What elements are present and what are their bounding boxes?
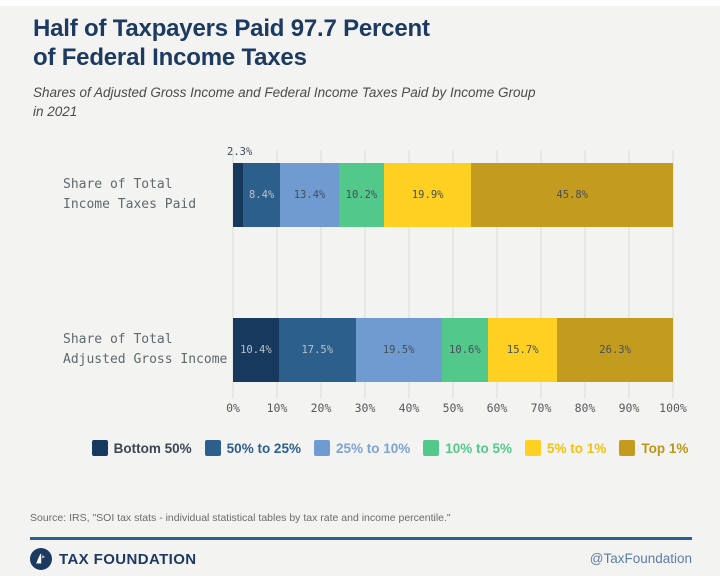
bar-segment: 45.8%	[471, 163, 673, 227]
bar-segment-label: 10.2%	[345, 189, 378, 201]
grid-line	[232, 150, 234, 398]
bar: 10.4% 17.5% 19.5% 10.6% 15.7% 26.3%	[233, 318, 673, 382]
legend-item: 10% to 5%	[423, 440, 512, 456]
bar-segment: 26.3%	[557, 318, 673, 382]
footer-divider	[30, 537, 692, 540]
brand: TAX FOUNDATION	[30, 548, 197, 570]
legend-swatch	[91, 440, 108, 456]
x-tick-label: 90%	[618, 401, 640, 415]
bar-segment-label: 26.3%	[599, 344, 631, 356]
legend-item: 25% to 10%	[313, 440, 411, 456]
twitter-handle: @TaxFoundation	[589, 551, 692, 566]
legend: Bottom 50% 50% to 25% 25% to 10% 10% to 5% 5…	[60, 440, 720, 456]
bar-segment: 10.2%	[339, 163, 384, 227]
legend-label: 5% to 1%	[547, 440, 607, 456]
bar-segment-label: 15.7%	[506, 344, 539, 356]
bar-segment-label: 10.6%	[449, 344, 481, 356]
bar-segment-label: 17.5%	[301, 344, 334, 356]
grid-line	[320, 150, 322, 398]
grid-line	[540, 150, 542, 398]
bar: 8.4% 13.4% 10.2% 19.9% 45.8%	[233, 163, 673, 227]
legend-swatch	[423, 440, 440, 456]
legend-label: 25% to 10%	[335, 440, 411, 456]
x-tick-label: 70%	[530, 401, 552, 415]
bar-segment: 13.4%	[280, 163, 340, 227]
chart-subtitle: Shares of Adjusted Gross Income and Fede…	[33, 85, 536, 119]
bar-segment: 10.6%	[441, 318, 489, 382]
bar-segment: 10.4%	[233, 318, 279, 382]
bar-segment-label: 13.4%	[293, 189, 326, 201]
grid-line	[584, 150, 586, 398]
legend-label: Top 1%	[641, 440, 689, 456]
x-tick-label: 80%	[574, 401, 596, 415]
legend-item: 50% to 25%	[204, 440, 301, 456]
legend-item: Top 1%	[619, 440, 688, 456]
grid-line	[364, 150, 366, 398]
legend-swatch	[525, 440, 542, 456]
top-border	[0, 0, 720, 6]
grid-line	[408, 150, 410, 398]
bar-segment-label: 45.8%	[556, 189, 588, 201]
legend-label: 10% to 5%	[445, 440, 513, 456]
chart-title: Half of Taxpayers Paid 97.7 Percent of F…	[33, 15, 430, 71]
bar-segment: 17.5%	[278, 318, 356, 382]
legend-label: 50% to 25%	[226, 440, 301, 456]
grid-line	[628, 150, 630, 398]
legend-label: Bottom 50%	[113, 440, 192, 456]
bar-segment-label: 19.9%	[411, 189, 444, 201]
legend-item: 5% to 1%	[525, 440, 606, 456]
brand-name: TAX FOUNDATION	[59, 550, 197, 568]
bar-segment: 8.4%	[243, 163, 281, 227]
legend-swatch	[619, 440, 636, 456]
grid-line	[672, 150, 674, 398]
bar-segment: 15.7%	[488, 318, 558, 382]
x-tick-label: 100%	[659, 401, 687, 415]
x-tick-label: 20%	[310, 401, 332, 415]
x-tick-label: 50%	[442, 401, 464, 415]
x-tick-label: 0%	[226, 401, 240, 415]
legend-swatch	[313, 440, 330, 456]
x-tick-label: 30%	[354, 401, 376, 415]
source-note: Source: IRS, "SOI tax stats - individual…	[30, 512, 451, 524]
x-tick-label: 40%	[398, 401, 420, 415]
grid-line	[276, 150, 278, 398]
legend-item: Bottom 50%	[91, 440, 192, 456]
bar-segment-label: 19.5%	[382, 344, 415, 356]
taxfoundation-logo-icon	[30, 548, 52, 570]
row-label: Share of Total Income Taxes Paid	[63, 177, 197, 212]
row-label: Share of Total Adjusted Gross Income	[63, 332, 228, 367]
grid-line	[496, 150, 498, 398]
bar-segment	[233, 163, 244, 227]
x-tick-label: 60%	[486, 401, 508, 415]
x-tick-label: 10%	[266, 401, 288, 415]
bar-segment: 19.9%	[383, 163, 472, 227]
legend-swatch	[204, 440, 221, 456]
bar-segment-label: 8.4%	[248, 189, 275, 201]
bar-segment-label: 2.3%	[227, 146, 253, 158]
bar-segment-label: 10.4%	[240, 344, 272, 356]
bar-segment: 19.5%	[355, 318, 442, 382]
grid-line	[452, 150, 454, 398]
